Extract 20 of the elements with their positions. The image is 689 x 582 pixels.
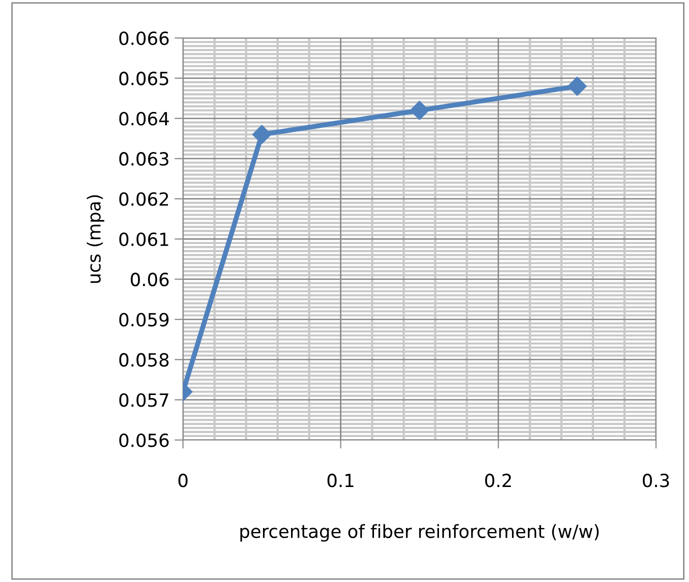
x-tick-label: 0.3 [642, 474, 669, 488]
y-tick-label: 0.065 [119, 72, 168, 86]
y-tick-label: 0.064 [119, 112, 169, 126]
y-tick-label: 0.058 [119, 353, 169, 367]
x-tick-label: 0.2 [485, 474, 511, 488]
x-tick-label: 0.1 [328, 474, 354, 488]
x-axis-title: percentage of fiber reinforcement (w/w) [240, 524, 599, 542]
y-tick-label: 0.056 [119, 433, 169, 448]
point [252, 124, 272, 144]
y-tick-label: 0.063 [119, 152, 168, 166]
point [568, 76, 587, 96]
y-axis-title: ucs (mpa) [86, 195, 104, 283]
y-tick-label: 0.061 [119, 232, 168, 246]
y-tick-label: 0.059 [119, 312, 169, 327]
point [410, 100, 430, 120]
y-tick-label: 0.057 [119, 393, 168, 407]
x-tick-label: 0 [178, 474, 188, 488]
y-tick-label: 0.06 [130, 272, 169, 286]
y-tick-label: 0.066 [119, 31, 169, 46]
y-tick-label: 0.062 [119, 192, 168, 206]
